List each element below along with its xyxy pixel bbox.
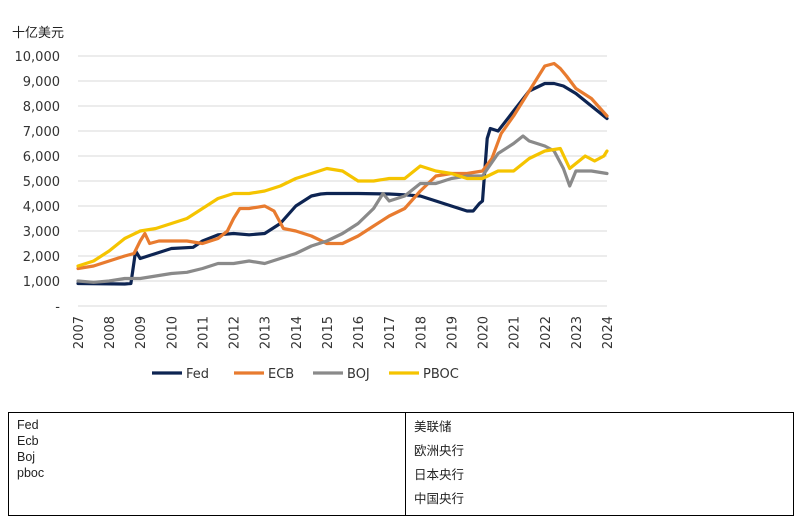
legend-item-ecb: ECB	[234, 367, 294, 382]
y-tick-label: 7,000	[23, 125, 60, 140]
legend-label: ECB	[268, 367, 294, 382]
y-tick-label: 1,000	[23, 275, 60, 290]
y-axis-unit-label: 十亿美元	[12, 26, 65, 41]
series-line-ecb	[76, 61, 609, 271]
legend-label: PBOC	[423, 367, 459, 382]
x-tick-label: 2010	[165, 316, 180, 349]
x-tick-label: 2019	[445, 316, 460, 349]
y-axis: - 1,000 2,000 3,000 4,000 5,000 6,000 7,000 8,00…	[15, 50, 61, 315]
x-tick-label: 2007	[72, 316, 87, 349]
series-line-fed	[76, 81, 609, 286]
y-tick-label: 8,000	[23, 100, 60, 115]
legend-item-pboc: PBOC	[389, 367, 459, 382]
y-tick-label: 5,000	[23, 175, 60, 190]
translation-table: Fed Ecb Boj pboc 美联储 欧洲央行 日本央行 中国央行	[8, 412, 794, 516]
chinese-names-cell: 美联储 欧洲央行 日本央行 中国央行	[405, 412, 794, 516]
x-tick-label: 2024	[601, 316, 616, 349]
x-tick-label: 2013	[259, 316, 274, 349]
y-tick-label: 9,000	[23, 75, 60, 90]
x-tick-label: 2008	[103, 316, 118, 349]
legend-label: Fed	[186, 367, 209, 382]
x-tick-label: 2022	[539, 316, 554, 349]
y-tick-label: 3,000	[23, 225, 60, 240]
legend-label: BOJ	[347, 367, 370, 382]
x-tick-label: 2016	[352, 316, 367, 349]
english-name: Ecb	[17, 434, 39, 448]
x-axis: 2007 2008 2009 2010 2011 2012 2013 2014 2015 2016…	[72, 316, 616, 349]
x-tick-label: 2009	[134, 316, 149, 349]
chinese-name: 中国央行	[414, 491, 465, 506]
english-names-cell: Fed Ecb Boj pboc	[8, 412, 406, 516]
x-tick-label: 2020	[477, 316, 492, 349]
table-row: Fed Ecb Boj pboc 美联储 欧洲央行 日本央行 中国央行	[8, 412, 794, 516]
series-line-pboc	[76, 146, 609, 268]
series-line-boj	[76, 134, 609, 284]
y-tick-label: 4,000	[23, 200, 60, 215]
chinese-name: 日本央行	[414, 467, 465, 482]
series-lines	[76, 61, 609, 286]
chart-legend: Fed ECB BOJ PBOC	[152, 367, 459, 382]
x-tick-label: 2014	[290, 316, 305, 349]
chart-canvas: - 1,000 2,000 3,000 4,000 5,000 6,000 7,000 8,00…	[15, 50, 617, 382]
x-tick-label: 2017	[383, 316, 398, 349]
x-tick-label: 2021	[508, 316, 523, 349]
x-tick-label: 2015	[321, 316, 336, 349]
english-name: pboc	[17, 466, 45, 480]
english-name: Boj	[17, 450, 36, 464]
y-tick-label: 2,000	[23, 250, 60, 265]
gridlines	[78, 55, 607, 307]
legend-item-boj: BOJ	[313, 367, 370, 382]
x-tick-label: 2023	[570, 316, 585, 349]
x-tick-label: 2012	[228, 316, 243, 349]
legend-item-fed: Fed	[152, 367, 209, 382]
y-tick-label: 10,000	[15, 50, 61, 65]
x-tick-label: 2011	[196, 316, 211, 349]
chinese-name: 美联储	[414, 419, 452, 434]
x-tick-label: 2018	[414, 316, 429, 349]
y-tick-label: 6,000	[23, 150, 60, 165]
y-tick-label: -	[55, 300, 60, 315]
english-name: Fed	[17, 418, 39, 432]
chinese-name: 欧洲央行	[414, 443, 465, 458]
